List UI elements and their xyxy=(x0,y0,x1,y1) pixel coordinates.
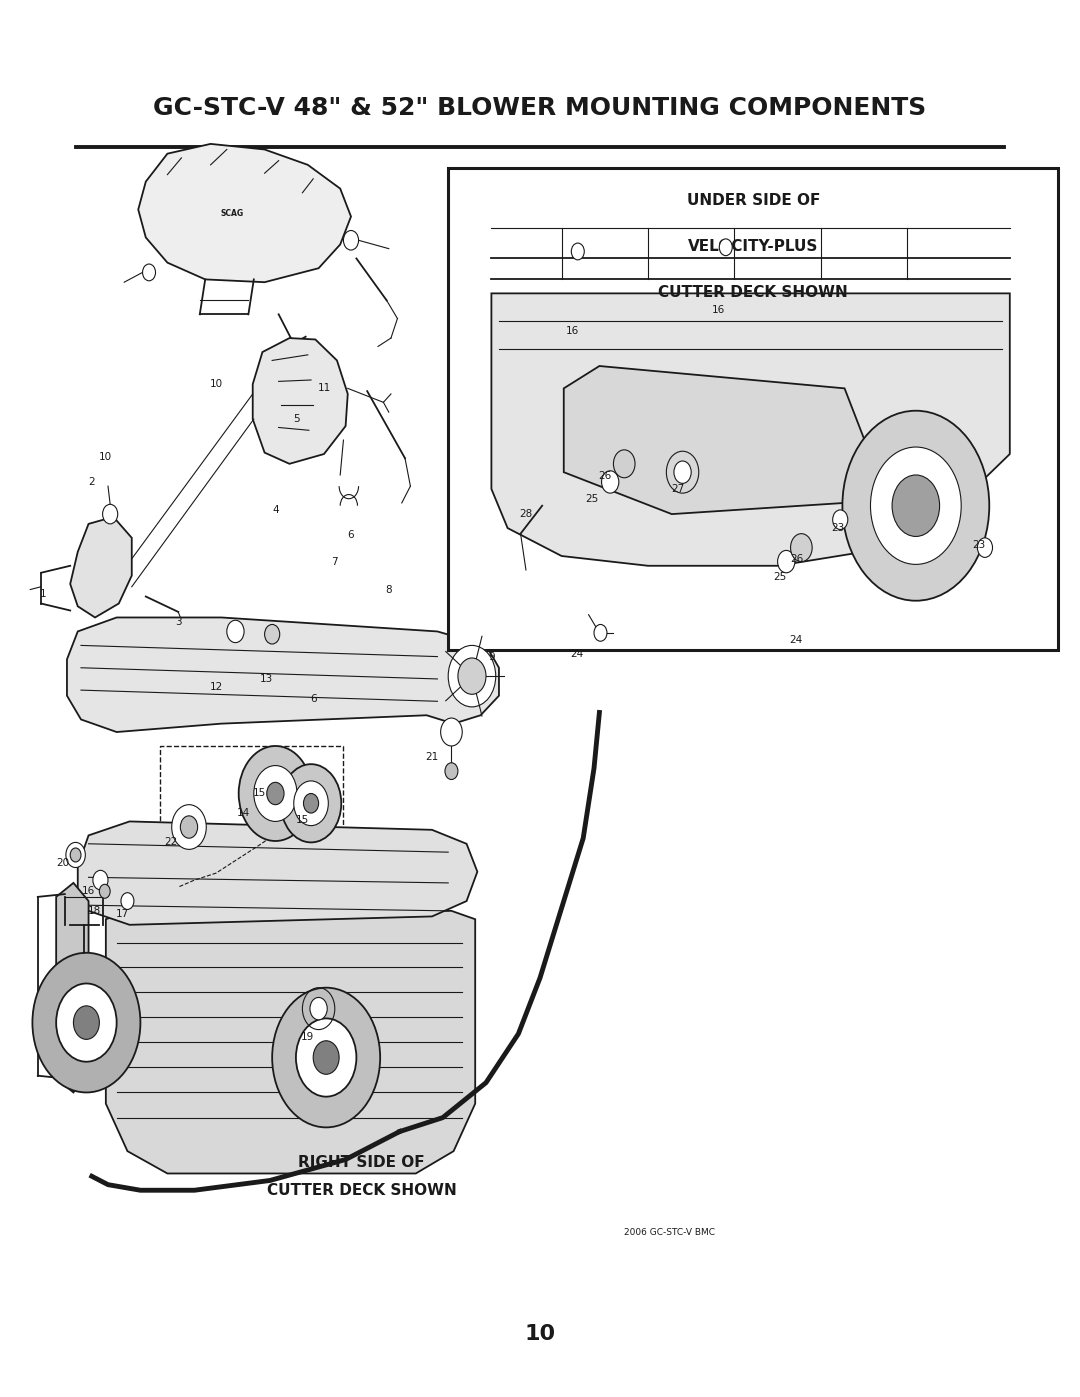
Polygon shape xyxy=(67,617,499,732)
Text: 13: 13 xyxy=(260,673,273,685)
Circle shape xyxy=(281,764,341,842)
Text: 12: 12 xyxy=(210,682,222,693)
Circle shape xyxy=(791,534,812,562)
Text: 22: 22 xyxy=(164,837,177,848)
Polygon shape xyxy=(253,338,348,464)
Circle shape xyxy=(267,782,284,805)
Text: 18: 18 xyxy=(87,905,100,916)
Polygon shape xyxy=(564,366,888,514)
Text: 25: 25 xyxy=(585,493,598,504)
Circle shape xyxy=(448,645,496,707)
Circle shape xyxy=(571,243,584,260)
Text: 23: 23 xyxy=(832,522,845,534)
Circle shape xyxy=(265,624,280,644)
Circle shape xyxy=(613,450,635,478)
Text: 3: 3 xyxy=(175,616,181,627)
Circle shape xyxy=(73,1006,99,1039)
Circle shape xyxy=(602,471,619,493)
Text: 10: 10 xyxy=(99,451,112,462)
Text: UNDER SIDE OF: UNDER SIDE OF xyxy=(687,193,820,208)
Circle shape xyxy=(172,805,206,849)
Text: 28: 28 xyxy=(519,509,532,520)
Circle shape xyxy=(892,475,940,536)
Circle shape xyxy=(441,718,462,746)
Text: 6: 6 xyxy=(348,529,354,541)
Circle shape xyxy=(296,1018,356,1097)
Circle shape xyxy=(272,988,380,1127)
Circle shape xyxy=(303,793,319,813)
Text: 15: 15 xyxy=(253,788,266,799)
Text: 20: 20 xyxy=(56,858,69,869)
Circle shape xyxy=(842,411,989,601)
Text: CUTTER DECK SHOWN: CUTTER DECK SHOWN xyxy=(659,285,848,300)
Text: 5: 5 xyxy=(294,414,300,425)
Text: 4: 4 xyxy=(272,504,279,515)
Text: CUTTER DECK SHOWN: CUTTER DECK SHOWN xyxy=(267,1183,457,1197)
Text: 11: 11 xyxy=(318,383,330,394)
Text: 2006 GC-STC-V BMC: 2006 GC-STC-V BMC xyxy=(624,1228,715,1236)
Text: 6: 6 xyxy=(310,693,316,704)
Text: RIGHT SIDE OF: RIGHT SIDE OF xyxy=(298,1155,426,1169)
Polygon shape xyxy=(70,517,132,617)
Polygon shape xyxy=(56,883,89,1092)
Text: 15: 15 xyxy=(296,814,309,826)
Polygon shape xyxy=(78,821,477,925)
Circle shape xyxy=(239,746,312,841)
Text: 14: 14 xyxy=(237,807,249,819)
Polygon shape xyxy=(138,144,351,282)
Text: 27: 27 xyxy=(672,483,685,495)
Circle shape xyxy=(594,624,607,641)
Circle shape xyxy=(66,842,85,868)
Circle shape xyxy=(445,763,458,780)
Circle shape xyxy=(32,953,140,1092)
Bar xyxy=(160,746,343,855)
Text: 2: 2 xyxy=(89,476,95,488)
Polygon shape xyxy=(106,911,475,1173)
Circle shape xyxy=(674,461,691,483)
Text: 16: 16 xyxy=(566,326,579,337)
Text: 9: 9 xyxy=(488,651,495,662)
Text: 16: 16 xyxy=(82,886,95,897)
Circle shape xyxy=(833,510,848,529)
Text: 7: 7 xyxy=(332,556,338,567)
Circle shape xyxy=(778,550,795,573)
Circle shape xyxy=(870,447,961,564)
Text: SCAG: SCAG xyxy=(220,210,244,218)
Text: 10: 10 xyxy=(525,1324,555,1344)
Text: 21: 21 xyxy=(426,752,438,763)
Text: 26: 26 xyxy=(791,553,804,564)
Circle shape xyxy=(180,816,198,838)
Circle shape xyxy=(93,870,108,890)
Text: GC-STC-V 48" & 52" BLOWER MOUNTING COMPONENTS: GC-STC-V 48" & 52" BLOWER MOUNTING COMPO… xyxy=(153,95,927,120)
Text: 16: 16 xyxy=(712,305,725,316)
Text: 24: 24 xyxy=(789,634,802,645)
Circle shape xyxy=(719,239,732,256)
Circle shape xyxy=(121,893,134,909)
Circle shape xyxy=(343,231,359,250)
Circle shape xyxy=(99,884,110,898)
Text: 8: 8 xyxy=(386,584,392,595)
Circle shape xyxy=(310,997,327,1020)
Bar xyxy=(448,168,1058,650)
Text: 1: 1 xyxy=(40,588,46,599)
Text: VELOCITY-PLUS: VELOCITY-PLUS xyxy=(688,239,819,254)
Text: 17: 17 xyxy=(116,908,129,919)
Text: 23: 23 xyxy=(972,539,985,550)
Circle shape xyxy=(254,766,297,821)
Circle shape xyxy=(977,538,993,557)
Circle shape xyxy=(70,848,81,862)
Circle shape xyxy=(294,781,328,826)
Circle shape xyxy=(227,620,244,643)
Text: 10: 10 xyxy=(210,379,222,390)
Circle shape xyxy=(313,1041,339,1074)
Circle shape xyxy=(458,658,486,694)
Polygon shape xyxy=(491,293,1010,566)
Circle shape xyxy=(103,504,118,524)
Text: 26: 26 xyxy=(598,471,611,482)
Text: 24: 24 xyxy=(570,648,583,659)
Circle shape xyxy=(143,264,156,281)
Circle shape xyxy=(56,983,117,1062)
Text: 19: 19 xyxy=(301,1031,314,1042)
Text: 25: 25 xyxy=(773,571,786,583)
